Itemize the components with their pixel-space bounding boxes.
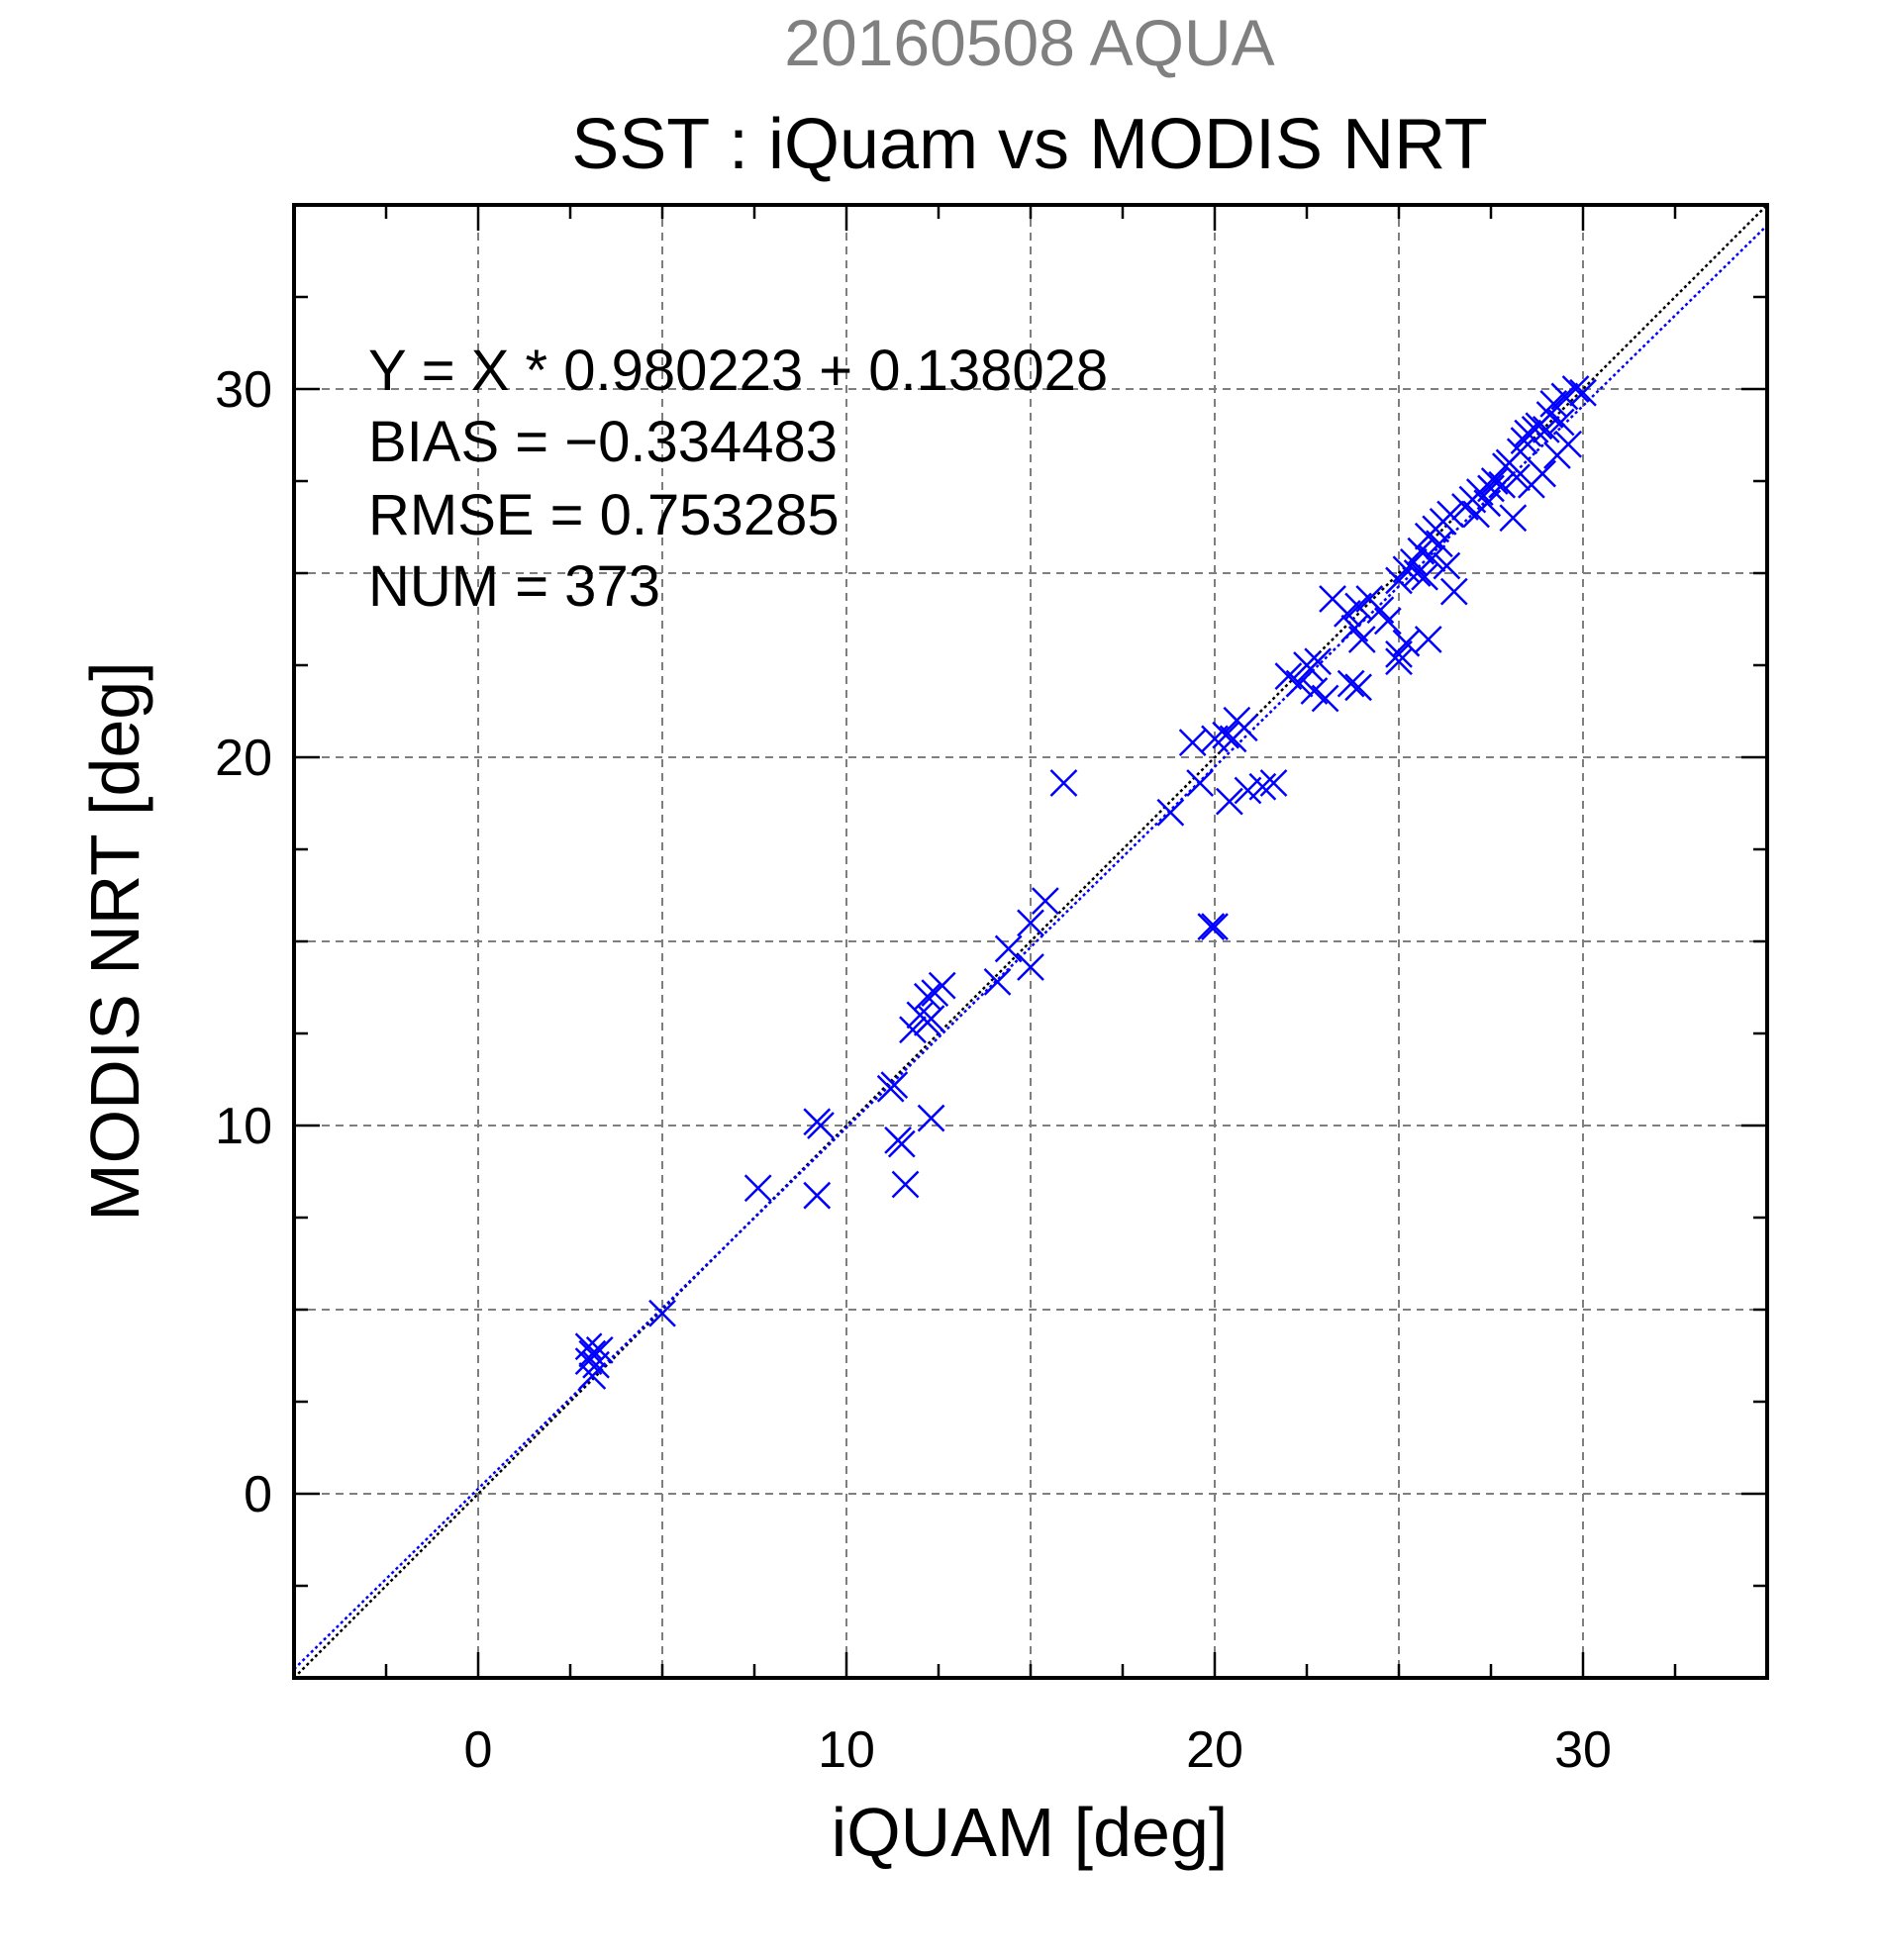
scatter-point [1197, 913, 1226, 941]
data-points [574, 375, 1597, 1390]
regression-line [294, 224, 1767, 1671]
scatter-point [648, 1299, 676, 1327]
scatter-point [1215, 787, 1243, 816]
scatter-point [1311, 684, 1339, 713]
scatter-point [1186, 769, 1215, 797]
regression-equation: Y = X * 0.980223 + 0.138028 [368, 339, 1108, 403]
scatter-point [1569, 378, 1597, 407]
scatter-point [1503, 463, 1531, 492]
x-tick-label: 0 [464, 1721, 493, 1779]
scatter-point [1499, 504, 1528, 533]
tick-labels: 0 10 20 30 0 10 20 30 [215, 361, 1612, 1779]
scatter-point [887, 1129, 916, 1158]
scatter-point [1426, 530, 1453, 558]
scatter-point [574, 1332, 603, 1361]
scatter-point [1529, 459, 1556, 488]
scatter-point [1223, 706, 1251, 735]
scatter-point [1561, 375, 1590, 403]
scatter-point [880, 1071, 909, 1099]
sample-count: NUM = 373 [368, 554, 660, 619]
scatter-point [1418, 544, 1446, 573]
scatter-point [1259, 769, 1288, 797]
scatter-point [1411, 562, 1438, 591]
scatter-point [1392, 629, 1421, 657]
scatter-point [1477, 474, 1505, 503]
scatter-point [899, 1016, 927, 1044]
x-tick-label: 10 [818, 1721, 875, 1779]
scatter-point [1480, 467, 1509, 495]
scatter-point [1201, 913, 1229, 941]
scatter-point [983, 968, 1012, 996]
y-axis-label: MODIS NRT [deg] [76, 661, 153, 1221]
scatter-point [913, 982, 941, 1011]
stats-annotation: Y = X * 0.980223 + 0.138028 BIAS = −0.33… [368, 339, 1108, 619]
scatter-point [1439, 577, 1468, 606]
bias-value: BIAS = −0.334483 [368, 410, 838, 474]
scatter-point [1336, 669, 1365, 698]
scatter-point [1433, 551, 1461, 580]
scatter-point [1385, 647, 1413, 676]
scatter-point [807, 1112, 835, 1139]
scatter-point [891, 1170, 920, 1199]
x-tick-label: 20 [1186, 1721, 1243, 1779]
axis-ticks [292, 203, 1769, 1680]
chart-subtitle: 20160508 AQUA [784, 6, 1274, 79]
scatter-point [1554, 430, 1583, 458]
y-tick-label: 20 [215, 730, 272, 787]
scatter-point [1178, 729, 1207, 757]
x-axis-label: iQUAM [deg] [832, 1794, 1229, 1871]
scatter-point [1506, 438, 1534, 466]
rmse-value: RMSE = 0.753285 [368, 483, 840, 547]
x-tick-label: 30 [1554, 1721, 1612, 1779]
scatter-point [1017, 909, 1044, 937]
scatter-point [1546, 408, 1575, 437]
scatter-point [1414, 626, 1442, 653]
scatter-point [994, 934, 1023, 963]
scatter-point [1212, 721, 1240, 749]
scatter-point [1488, 470, 1517, 499]
scatter-point [1031, 887, 1059, 915]
chart-title: SST : iQuam vs MODIS NRT [571, 105, 1488, 184]
scatter-point [1436, 500, 1464, 529]
y-tick-label: 30 [215, 361, 272, 419]
scatter-point [578, 1339, 607, 1368]
scatter-point [1049, 769, 1078, 797]
scatter-point [928, 971, 956, 1000]
scatter-point [743, 1174, 772, 1203]
scatter-point [1347, 626, 1376, 653]
scatter-point [1156, 798, 1185, 827]
scatter-point [574, 1347, 603, 1375]
scatter-point [1285, 669, 1314, 698]
scatter-point [1373, 607, 1402, 636]
scatter-point [1344, 673, 1372, 702]
scatter-point [803, 1181, 832, 1210]
scatter-point [917, 1104, 945, 1132]
y-tick-label: 10 [215, 1098, 272, 1155]
scatter-point [1248, 772, 1277, 801]
scatter-point [1304, 647, 1333, 676]
scatter-point [913, 1008, 941, 1036]
scatter-point [1017, 953, 1044, 981]
y-tick-label: 0 [244, 1466, 272, 1523]
